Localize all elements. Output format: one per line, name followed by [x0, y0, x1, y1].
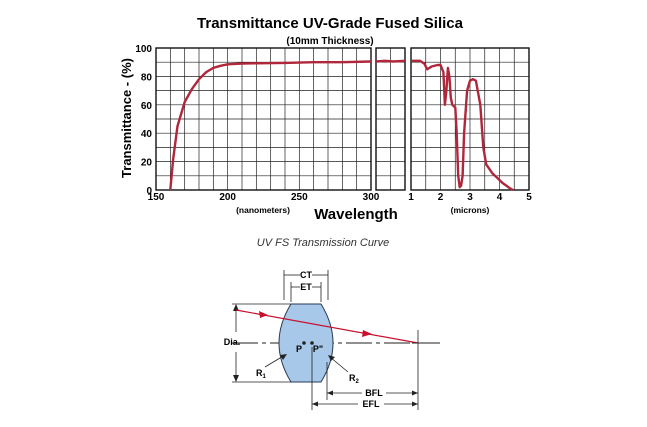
- transmission-curve: [169, 60, 372, 191]
- r1-label: R1: [256, 368, 267, 380]
- figure-caption: UV FS Transmission Curve: [257, 237, 389, 249]
- efl-arrow-right: [412, 401, 418, 407]
- ray-arrow-2: [362, 330, 372, 337]
- r1-arrow: [280, 354, 287, 360]
- y-tick-label: 20: [141, 158, 153, 169]
- chart-subtitle: (10mm Thickness): [286, 36, 373, 47]
- y-tick-label: 100: [135, 44, 152, 55]
- x-tick-label: 200: [219, 192, 236, 203]
- x-axis-label: Wavelength: [314, 206, 398, 223]
- y-tick-label: 80: [141, 72, 153, 83]
- plot-frame: [410, 47, 530, 191]
- x-tick-label: 150: [148, 192, 165, 203]
- x-tick-label: 2: [438, 192, 444, 203]
- chart-title: Transmittance UV-Grade Fused Silica: [197, 15, 464, 32]
- transmission-curve: [411, 59, 514, 192]
- plot-frame: [155, 47, 372, 191]
- chart-area: 150 200 250 300 (nanometers) 1 2 3 4 5 (microns) 0 2…: [135, 44, 532, 215]
- dia-arrow-up: [233, 304, 239, 311]
- p-label: P: [296, 344, 302, 354]
- x-tick-label: 250: [291, 192, 308, 203]
- efl-arrow-left: [312, 401, 318, 407]
- r2-leader: [329, 356, 349, 373]
- x-tick-label: 1: [408, 192, 414, 203]
- x-unit-label: (microns): [451, 205, 490, 215]
- p2-label: P": [313, 344, 323, 354]
- bfl-arrow-left: [327, 390, 333, 396]
- dia-label: Dia.: [224, 337, 241, 347]
- y-tick-label: 0: [146, 186, 152, 197]
- principal-point-p: [302, 341, 306, 345]
- plot-frame: [375, 47, 406, 191]
- x-tick-label: 4: [497, 192, 503, 203]
- x-tick-label: 300: [363, 192, 380, 203]
- r2-label: R2: [349, 373, 360, 385]
- efl-label: EFL: [363, 399, 381, 409]
- x-tick-label: 5: [526, 192, 532, 203]
- y-axis-label: Transmittance - (%): [119, 58, 134, 178]
- x-unit-label: (nanometers): [236, 205, 290, 215]
- bfl-label: BFL: [365, 388, 383, 398]
- transmission-curve: [375, 59, 406, 63]
- x-tick-label: 3: [467, 192, 473, 203]
- ct-label: CT: [300, 270, 312, 280]
- y-tick-label: 60: [141, 101, 153, 112]
- principal-point-p2: [310, 341, 314, 345]
- lens-shape: [278, 303, 334, 383]
- r2-arrow: [328, 355, 335, 361]
- y-tick-label: 40: [141, 129, 153, 140]
- et-label: ET: [300, 282, 312, 292]
- bfl-arrow-right: [412, 390, 418, 396]
- ray-arrow-1: [259, 311, 268, 318]
- lens-diagram: CT ET Dia. P P" R1 R2: [224, 270, 440, 410]
- dia-arrow-down: [233, 375, 239, 382]
